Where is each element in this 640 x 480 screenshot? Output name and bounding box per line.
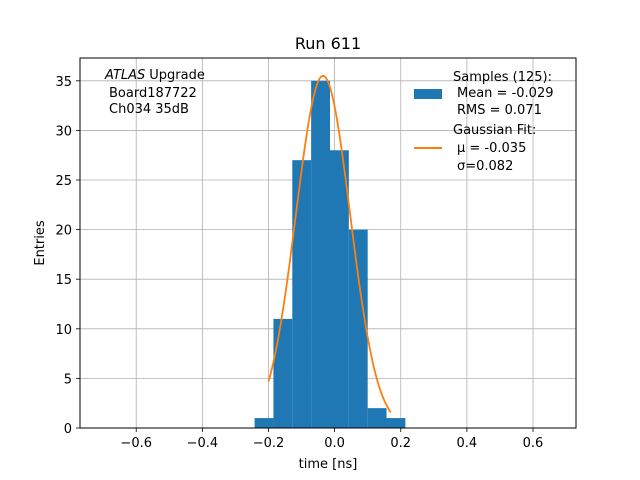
- y-tick-label: 10: [55, 323, 72, 338]
- y-tick-label: 0: [64, 422, 72, 437]
- histogram-bars: [254, 80, 406, 429]
- y-axis-label: Entries: [33, 220, 48, 266]
- x-tick-label: −0.6: [120, 436, 152, 451]
- legend-histogram-swatch: [414, 89, 442, 99]
- legend-fit-sigma: σ=0.082: [457, 159, 513, 174]
- legend-fit-label: Gaussian Fit:: [453, 123, 536, 138]
- y-tick-label: 30: [55, 124, 72, 139]
- x-tick-label: 0.6: [523, 436, 544, 451]
- y-tick-label: 25: [55, 174, 72, 189]
- gaussian-fit-curve: [267, 75, 392, 414]
- legend-fit-mu: μ = -0.035: [457, 141, 526, 156]
- histogram-bar: [254, 418, 274, 428]
- histogram-bar: [329, 150, 349, 428]
- x-tick-label: 0.0: [324, 436, 345, 451]
- histogram-bar: [367, 408, 387, 428]
- annotation-channel: Ch034 35dB: [109, 102, 189, 117]
- y-tick-label: 15: [55, 273, 72, 288]
- x-tick-label: 0.2: [390, 436, 411, 451]
- annotation-board: Board187722: [109, 86, 197, 101]
- histogram-bar: [386, 418, 406, 428]
- atlas-annotation: ATLAS Upgrade Board187722 Ch034 35dB: [104, 68, 205, 117]
- plot-frame: [79, 57, 577, 429]
- legend-samples-rms: RMS = 0.071: [457, 103, 542, 118]
- histogram-bar: [348, 229, 368, 428]
- histogram-bar: [311, 80, 330, 429]
- fit-line: [267, 75, 392, 414]
- annotation-title: ATLAS Upgrade: [104, 68, 205, 83]
- chart-title: Run 611: [295, 34, 361, 53]
- legend-samples-label: Samples (125):: [453, 70, 552, 85]
- legend-samples-mean: Mean = -0.029: [457, 86, 553, 101]
- annotation-suffix: Upgrade: [149, 68, 205, 83]
- histogram-bar: [273, 318, 293, 428]
- y-tick-label: 5: [64, 372, 72, 387]
- x-tick-label: −0.4: [187, 436, 219, 451]
- annotation-experiment: ATLAS: [104, 68, 145, 83]
- y-tick-label: 35: [55, 75, 72, 90]
- histogram-bar: [292, 160, 312, 429]
- x-tick-label: −0.2: [253, 436, 285, 451]
- axis-ticks: −0.6 −0.4 −0.2 0.0 0.2 0.4 0.6 0 5 10 15 20 25 30 35: [55, 75, 543, 451]
- legend: Samples (125): Mean = -0.029 RMS = 0.071…: [414, 70, 553, 174]
- y-tick-label: 20: [55, 224, 72, 239]
- x-tick-label: 0.4: [457, 436, 478, 451]
- x-axis-label: time [ns]: [299, 457, 358, 472]
